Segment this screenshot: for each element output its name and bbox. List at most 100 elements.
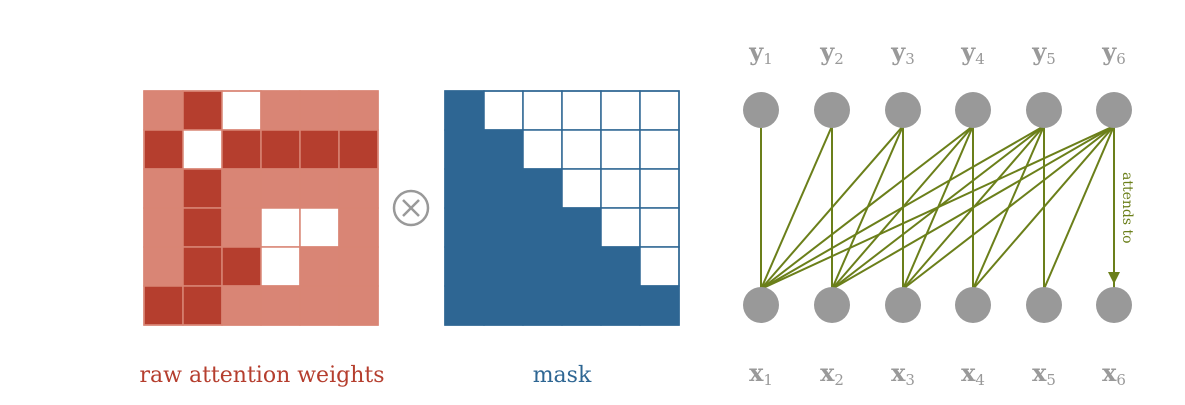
mask-cell-filled	[444, 246, 485, 287]
graph-edges	[760, 125, 1115, 290]
edge-y6-x4	[972, 125, 1115, 290]
bottom-node-x4	[955, 287, 991, 323]
top-label-y2: y2	[819, 37, 844, 68]
mask-cell-empty	[600, 207, 641, 248]
top-label-y5: y5	[1031, 37, 1056, 68]
mask-cell-filled	[444, 90, 485, 131]
edge-y5-x1	[760, 125, 1045, 290]
weights-cell-light	[260, 90, 301, 131]
weights-cell-light	[338, 246, 379, 287]
weights-cell-light	[299, 246, 340, 287]
weights-cell-white	[221, 90, 262, 131]
edge-y6-x3	[902, 125, 1115, 290]
top-node-y2	[814, 92, 850, 128]
weights-cell-light	[338, 90, 379, 131]
mask-cell-empty	[639, 90, 680, 131]
weights-caption: raw attention weights	[140, 363, 385, 388]
edge-y6-x2	[831, 125, 1115, 290]
mask-cell-filled	[561, 207, 602, 248]
weights-cell-white	[299, 207, 340, 248]
mask-cell-empty	[522, 129, 563, 170]
mask-cell-filled	[444, 129, 485, 170]
mask-cell-empty	[522, 90, 563, 131]
weights-cell-light	[338, 168, 379, 209]
weights-cell-light	[221, 207, 262, 248]
top-label-y1: y1	[748, 37, 773, 68]
weights-cell-dark	[182, 90, 223, 131]
weights-matrix	[143, 90, 379, 326]
mask-cell-empty	[561, 129, 602, 170]
mask-cell-filled	[600, 246, 641, 287]
weights-cell-light	[299, 90, 340, 131]
mask-border	[444, 90, 680, 326]
mask-cell-empty	[639, 246, 680, 287]
bottom-node-x3	[885, 287, 921, 323]
mask-cell-filled	[561, 246, 602, 287]
weights-cell-dark	[338, 129, 379, 170]
weights-cell-white	[260, 246, 301, 287]
mask-cell-empty	[639, 207, 680, 248]
bottom-label-x5: x5	[1032, 358, 1056, 389]
weights-border	[143, 90, 379, 326]
bottom-node-x1	[743, 287, 779, 323]
attends-to-annotation: attends to	[1108, 135, 1135, 284]
top-label-y6: y6	[1101, 37, 1126, 68]
bottom-label-x3: x3	[891, 358, 915, 389]
weights-cell-dark	[299, 129, 340, 170]
mask-cell-filled	[483, 285, 524, 326]
mask-caption: mask	[533, 363, 592, 388]
bottom-label-x1: x1	[749, 358, 773, 389]
weights-cell-light	[143, 207, 184, 248]
mask-cell-filled	[522, 246, 563, 287]
weights-cell-light	[299, 168, 340, 209]
weights-cell-dark	[182, 207, 223, 248]
mask-cell-filled	[600, 285, 641, 326]
mask-cell-empty	[600, 90, 641, 131]
weights-cell-light	[221, 285, 262, 326]
top-node-y1	[743, 92, 779, 128]
mask-cell-filled	[522, 285, 563, 326]
weights-cell-dark	[221, 246, 262, 287]
mask-cell-filled	[483, 129, 524, 170]
weights-cell-white	[260, 207, 301, 248]
mask-cell-empty	[639, 129, 680, 170]
top-node-y3	[885, 92, 921, 128]
mask-cell-empty	[483, 90, 524, 131]
multiply-operator-circle	[392, 189, 430, 227]
bottom-label-x6: x6	[1102, 358, 1126, 389]
weights-cell-light	[143, 168, 184, 209]
edge-y6-x5	[1043, 125, 1115, 290]
top-label-y4: y4	[960, 37, 985, 68]
bottom-node-x2	[814, 287, 850, 323]
mask-cell-filled	[483, 207, 524, 248]
top-node-y6	[1096, 92, 1132, 128]
edge-y6-x1	[760, 125, 1115, 290]
bottom-node-x5	[1026, 287, 1062, 323]
mask-cell-empty	[600, 168, 641, 209]
mask-cell-filled	[561, 285, 602, 326]
mask-matrix	[444, 90, 680, 326]
weights-cell-light	[338, 207, 379, 248]
attends-to-arrowhead	[1108, 272, 1120, 284]
weights-cell-dark	[182, 168, 223, 209]
edge-y2-x1	[760, 125, 833, 290]
weights-cell-light	[143, 90, 184, 131]
mask-cell-filled	[522, 168, 563, 209]
graph-labels: y1 y2 y3 y4 y5 y6 x1 x2 x3 x4 x5 x6	[748, 37, 1126, 389]
top-label-y3: y3	[890, 37, 915, 68]
graph-nodes	[743, 92, 1132, 323]
weights-cell-dark	[182, 246, 223, 287]
weights-cell-dark	[221, 129, 262, 170]
mask-cell-filled	[483, 246, 524, 287]
weights-cell-light	[260, 168, 301, 209]
mask-cell-filled	[522, 207, 563, 248]
mask-cell-empty	[561, 90, 602, 131]
bottom-label-x2: x2	[820, 358, 844, 389]
weights-cell-light	[299, 285, 340, 326]
weights-cell-dark	[182, 285, 223, 326]
bottom-label-x4: x4	[961, 358, 985, 389]
weights-cell-light	[260, 285, 301, 326]
top-node-y5	[1026, 92, 1062, 128]
mask-cell-empty	[639, 168, 680, 209]
